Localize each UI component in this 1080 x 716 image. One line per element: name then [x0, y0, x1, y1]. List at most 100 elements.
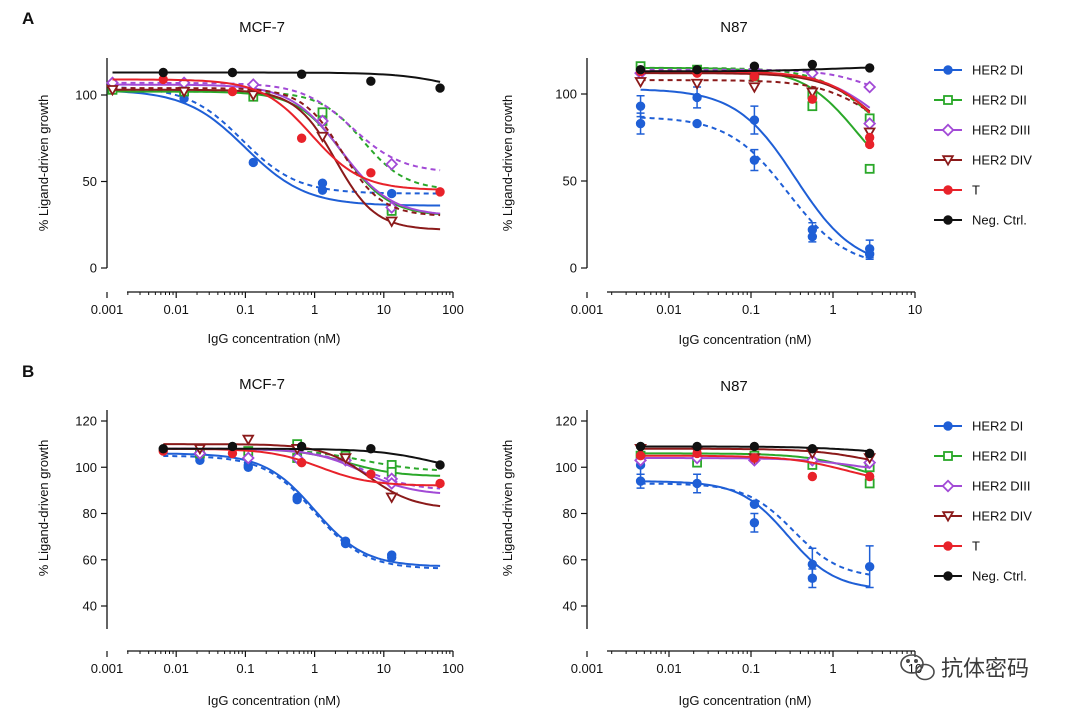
data-point — [435, 460, 445, 470]
chart-3: MCF-7 0.001 0.01 0.1 1 10 100 40 60 80 100 120 IgG c… — [36, 376, 464, 708]
data-point — [296, 133, 307, 143]
data-point — [692, 92, 702, 103]
data-point — [692, 118, 702, 129]
data-point — [227, 67, 238, 78]
x-axis-label: IgG concentration (nM) — [208, 693, 341, 708]
legend-label: T — [972, 183, 980, 198]
legend-marker — [943, 421, 953, 431]
data-point — [864, 163, 875, 174]
fit-curve — [640, 480, 870, 588]
data-point — [634, 77, 647, 89]
data-point — [635, 118, 646, 129]
y-tick-label: 80 — [563, 506, 577, 521]
data-point — [246, 90, 260, 102]
fit-curve-dashed — [112, 86, 441, 195]
data-point — [635, 450, 646, 461]
legend-label: HER2 DIV — [972, 153, 1032, 168]
legend-item-neg-ctrl: Neg. Ctrl. — [934, 213, 1027, 228]
y-tick-label: 120 — [555, 414, 577, 429]
y-tick-label: 60 — [83, 552, 97, 567]
data-point — [806, 87, 819, 99]
legend-marker — [941, 123, 955, 137]
series-her2-di — [107, 85, 441, 216]
legend-item-her2-diii: HER2 DIII — [934, 123, 1031, 138]
fit-curve-dashed — [640, 116, 870, 260]
series-her2-di — [163, 452, 441, 570]
x-tick-label: 0.001 — [91, 302, 124, 317]
chart-title: N87 — [720, 378, 748, 395]
fit-curve — [112, 90, 441, 207]
legend: HER2 DI HER2 DII HER2 DIII HER2 DIV T Neg. Ct… — [934, 419, 1032, 584]
legend-item-her2-dii: HER2 DII — [934, 449, 1027, 464]
x-tick-label: 0.1 — [742, 302, 760, 317]
data-point — [748, 82, 761, 94]
legend-item-neg-ctrl: Neg. Ctrl. — [934, 569, 1027, 584]
data-point — [366, 444, 376, 454]
panel-letter-a: A — [22, 9, 34, 28]
series-her2-div — [106, 85, 441, 231]
y-axis-label: % Ligand-driven growth — [500, 95, 515, 232]
legend-marker — [943, 541, 953, 551]
fit-curve — [112, 83, 441, 215]
data-point — [749, 155, 760, 165]
y-axis-label: % Ligand-driven growth — [500, 440, 515, 577]
legend-label: HER2 DIII — [972, 123, 1031, 138]
chart-title: MCF-7 — [239, 19, 285, 36]
y-tick-label: 0 — [90, 261, 97, 276]
legend-label: HER2 DI — [972, 63, 1023, 78]
x-tick-label: 10 — [377, 302, 391, 317]
data-point — [749, 499, 760, 509]
fit-curve — [640, 88, 871, 256]
y-tick-label: 60 — [563, 552, 577, 567]
legend-marker — [943, 185, 953, 195]
data-point — [386, 552, 397, 563]
data-point — [864, 448, 875, 459]
data-point — [296, 441, 307, 452]
y-axis-label: % Ligand-driven growth — [36, 440, 51, 577]
data-point — [292, 494, 302, 505]
data-point — [749, 441, 760, 452]
data-point — [635, 476, 646, 486]
x-tick-label: 10 — [377, 661, 391, 676]
data-point — [749, 71, 760, 82]
data-point — [864, 63, 875, 73]
data-point — [635, 64, 646, 75]
data-point — [227, 441, 238, 452]
data-point — [690, 78, 704, 90]
data-point — [435, 478, 445, 489]
legend-marker — [943, 95, 953, 105]
data-point — [864, 139, 875, 150]
chart-1: MCF-7 0.001 0.01 0.1 1 10 100 0 50 100 IgG concent… — [36, 19, 464, 346]
legend-marker — [943, 215, 953, 225]
data-point — [296, 457, 307, 468]
chart-4: N87 0.001 0.01 0.1 1 10 40 60 80 100 120 IgG concen… — [500, 378, 1032, 708]
fit-curve-dashed — [640, 68, 871, 87]
data-point — [692, 441, 702, 452]
legend-label: HER2 DIII — [972, 479, 1031, 494]
data-point — [177, 86, 191, 98]
watermark: 抗体密码 — [900, 654, 1029, 681]
y-tick-label: 80 — [83, 506, 97, 521]
data-point — [807, 444, 818, 454]
data-point — [386, 188, 397, 199]
series-neg-ctrl — [635, 59, 875, 75]
data-point — [807, 559, 818, 570]
fit-curve-dashed — [640, 79, 871, 113]
legend-marker — [941, 155, 955, 167]
data-point — [749, 518, 760, 528]
legend-item-her2-di: HER2 DI — [934, 63, 1023, 78]
legend-item-her2-di: HER2 DI — [934, 419, 1023, 434]
data-point — [749, 115, 760, 125]
data-point — [241, 434, 255, 446]
series-neg-ctrl — [112, 67, 445, 93]
data-point — [158, 67, 168, 78]
x-tick-label: 100 — [442, 302, 464, 317]
y-tick-label: 100 — [75, 88, 97, 103]
y-tick-label: 100 — [555, 460, 577, 475]
x-tick-label: 0.01 — [656, 302, 681, 317]
chart-title: MCF-7 — [239, 376, 285, 393]
data-point — [106, 85, 119, 97]
y-tick-label: 50 — [83, 174, 97, 189]
